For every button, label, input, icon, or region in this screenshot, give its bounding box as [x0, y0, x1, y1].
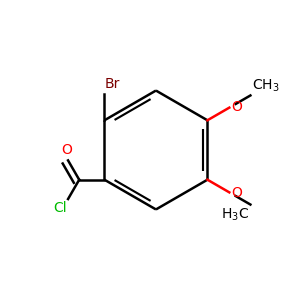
Text: H$_3$C: H$_3$C	[221, 207, 249, 223]
Text: Cl: Cl	[53, 201, 67, 215]
Text: O: O	[61, 143, 72, 158]
Text: Br: Br	[105, 77, 120, 91]
Text: O: O	[231, 186, 242, 200]
Text: CH$_3$: CH$_3$	[252, 78, 280, 94]
Text: O: O	[231, 100, 242, 114]
